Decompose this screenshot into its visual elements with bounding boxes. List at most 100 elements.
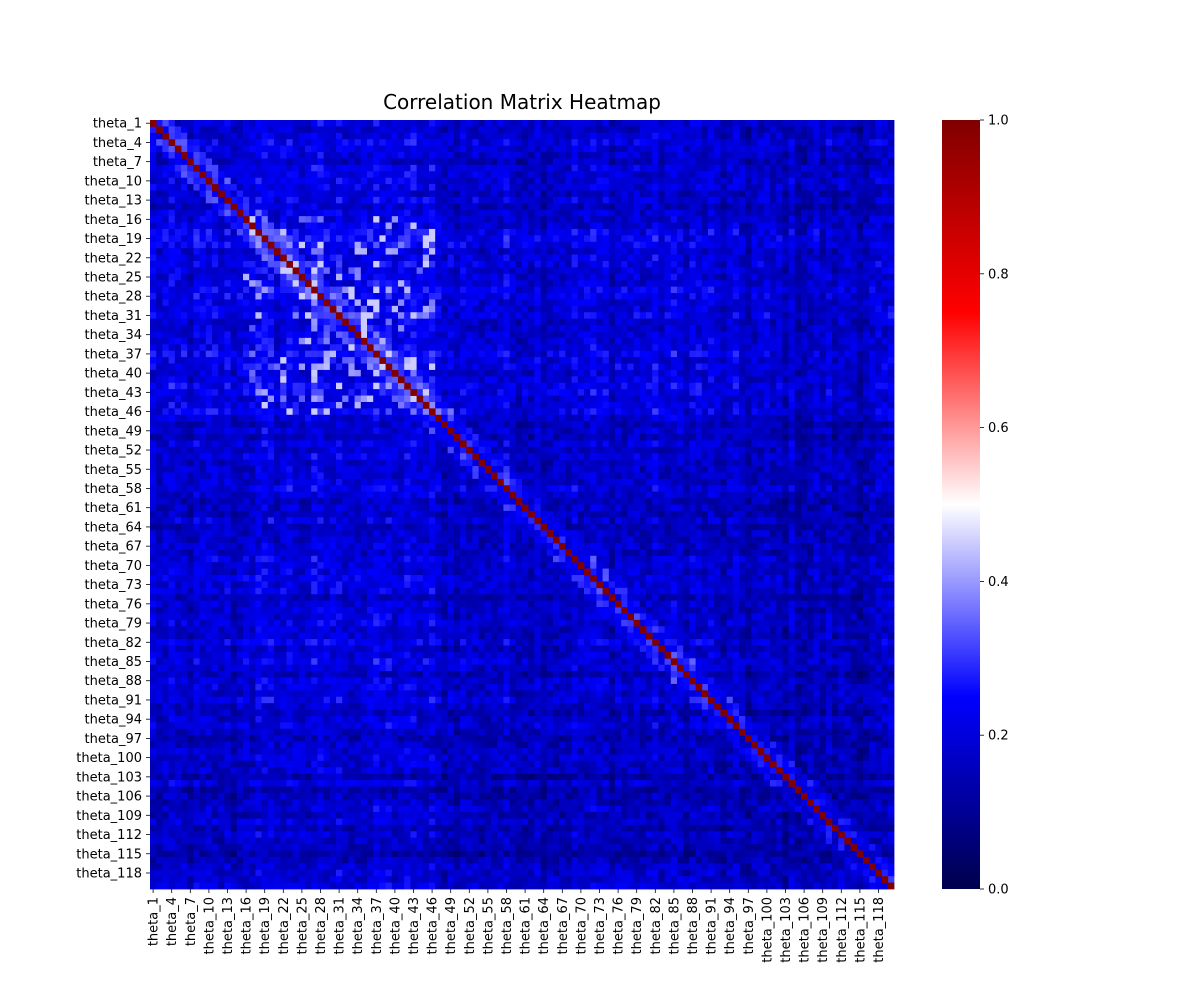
heatmap-cell — [236, 382, 244, 390]
heatmap-cell — [373, 228, 380, 236]
heatmap-cell — [497, 305, 504, 313]
heatmap-cell — [546, 248, 554, 255]
heatmap-cell — [813, 382, 820, 390]
heatmap-cell — [776, 120, 783, 127]
heatmap-cell — [503, 184, 510, 191]
heatmap-cell — [757, 203, 765, 211]
heatmap-cell — [435, 196, 442, 204]
heatmap-cell — [150, 273, 157, 281]
heatmap-cell — [670, 382, 678, 390]
heatmap-cell — [218, 305, 225, 313]
heatmap-cell — [534, 382, 541, 390]
heatmap-cell — [652, 267, 659, 275]
heatmap-cell — [590, 241, 597, 249]
heatmap-cell — [602, 196, 610, 204]
heatmap-cell — [553, 184, 560, 191]
heatmap-cell — [825, 209, 833, 217]
heatmap-cell — [726, 126, 734, 134]
heatmap-cell — [292, 120, 300, 127]
heatmap-cell — [484, 382, 492, 390]
heatmap-cell — [453, 171, 461, 179]
heatmap-cell — [236, 164, 244, 172]
heatmap-cell — [881, 177, 889, 185]
heatmap-cell — [553, 171, 560, 179]
heatmap-cell — [410, 331, 417, 339]
heatmap-cell — [875, 299, 882, 307]
heatmap-cell — [354, 241, 362, 249]
heatmap-cell — [726, 293, 734, 300]
heatmap-cell — [311, 222, 318, 230]
heatmap-cell — [608, 164, 616, 172]
heatmap-cell — [261, 248, 269, 255]
heatmap-cell — [205, 222, 213, 230]
heatmap-cell — [788, 209, 796, 217]
heatmap-cell — [305, 325, 312, 332]
heatmap-cell — [181, 120, 188, 127]
heatmap-cell — [596, 152, 603, 159]
heatmap-cell — [491, 299, 498, 307]
heatmap-cell — [174, 286, 182, 294]
heatmap-cell — [367, 337, 374, 345]
heatmap-cell — [429, 254, 436, 262]
heatmap-cell — [875, 337, 882, 345]
heatmap-cell — [379, 286, 386, 294]
heatmap-cell — [404, 299, 411, 307]
heatmap-cell — [162, 325, 169, 332]
heatmap-cell — [621, 280, 628, 288]
heatmap-cell — [298, 228, 306, 236]
heatmap-cell — [311, 363, 318, 371]
heatmap-cell — [751, 126, 758, 134]
heatmap-cell — [329, 120, 337, 127]
heatmap-cell — [447, 139, 455, 147]
heatmap-cell — [714, 171, 721, 179]
heatmap-cell — [602, 337, 610, 345]
heatmap-cell — [156, 286, 163, 294]
heatmap-cell — [745, 241, 752, 249]
heatmap-cell — [360, 376, 368, 384]
heatmap-cell — [336, 216, 343, 223]
heatmap-cell — [224, 164, 231, 172]
heatmap-cell — [689, 293, 696, 300]
heatmap-cell — [596, 248, 603, 255]
heatmap-cell — [255, 132, 262, 140]
heatmap-cell — [819, 286, 827, 294]
heatmap-cell — [596, 369, 603, 377]
heatmap-cell — [844, 139, 851, 147]
heatmap-cell — [491, 196, 498, 204]
heatmap-cell — [391, 337, 399, 345]
heatmap-cell — [608, 293, 616, 300]
heatmap-cell — [571, 293, 579, 300]
heatmap-cell — [453, 132, 461, 140]
heatmap-cell — [379, 120, 386, 127]
heatmap-cell — [447, 209, 455, 217]
heatmap-cell — [429, 171, 436, 179]
heatmap-cell — [695, 209, 703, 217]
heatmap-cell — [174, 228, 182, 236]
heatmap-cell — [261, 222, 269, 230]
heatmap-cell — [491, 152, 498, 159]
heatmap-cell — [714, 376, 721, 384]
heatmap-cell — [584, 312, 591, 320]
heatmap-cell — [336, 267, 343, 275]
heatmap-cell — [788, 145, 796, 153]
heatmap-cell — [298, 241, 306, 249]
heatmap-cell — [286, 293, 293, 300]
heatmap-cell — [782, 222, 789, 230]
heatmap-cell — [385, 171, 393, 179]
heatmap-cell — [726, 248, 734, 255]
heatmap-cell — [553, 382, 560, 390]
heatmap-cell — [677, 312, 684, 320]
heatmap-cell — [770, 293, 777, 300]
heatmap-cell — [720, 145, 727, 153]
heatmap-cell — [782, 203, 789, 211]
heatmap-cell — [825, 376, 833, 384]
heatmap-cell — [267, 164, 275, 172]
heatmap-cell — [187, 209, 194, 217]
heatmap-cell — [881, 190, 889, 198]
heatmap-cell — [602, 145, 610, 153]
heatmap-cell — [528, 216, 535, 223]
heatmap-cell — [422, 280, 430, 288]
heatmap-cell — [553, 177, 560, 185]
heatmap-cell — [317, 216, 324, 223]
heatmap-cell — [863, 382, 870, 390]
